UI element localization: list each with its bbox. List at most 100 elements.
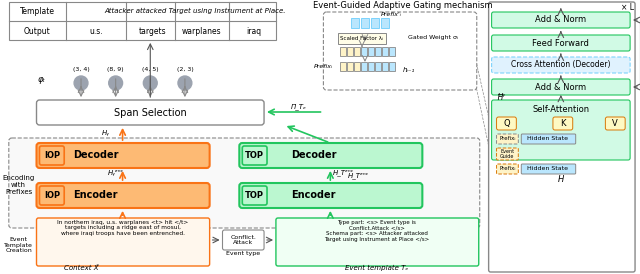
Text: K: K [560,119,566,128]
FancyBboxPatch shape [361,18,369,28]
FancyBboxPatch shape [371,18,379,28]
Circle shape [74,76,88,90]
Text: IOP: IOP [44,191,60,200]
FancyBboxPatch shape [605,117,625,130]
FancyBboxPatch shape [347,62,353,71]
Text: Template: Template [20,7,55,16]
Text: Attacker attacked Target using Instrument at Place.: Attacker attacked Target using Instrumen… [104,8,285,14]
FancyBboxPatch shape [381,18,388,28]
FancyBboxPatch shape [36,100,264,125]
FancyBboxPatch shape [351,18,359,28]
FancyBboxPatch shape [382,62,388,71]
FancyBboxPatch shape [497,117,516,130]
FancyBboxPatch shape [488,2,635,272]
Text: Encoder: Encoder [291,190,336,201]
Text: Gated Weight σᵢ: Gated Weight σᵢ [408,36,458,41]
Text: Add & Norm: Add & Norm [535,16,586,24]
Circle shape [178,76,192,90]
FancyBboxPatch shape [354,62,360,71]
FancyBboxPatch shape [340,47,346,56]
Text: H_Tᵉⁿᶜ: H_Tᵉⁿᶜ [333,170,354,176]
Text: Cross Attention (Decoder): Cross Attention (Decoder) [511,61,611,70]
Text: Event
Guide: Event Guide [500,149,515,159]
FancyBboxPatch shape [521,134,576,144]
Text: φₜ: φₜ [38,76,45,84]
FancyBboxPatch shape [492,35,630,51]
Text: Hidden State: Hidden State [527,136,568,141]
FancyBboxPatch shape [36,218,210,266]
Text: (4, 5): (4, 5) [142,67,159,73]
Text: In northern iraq, u.s. warplanes <t> hit </t>
targets including a ridge east of : In northern iraq, u.s. warplanes <t> hit… [57,220,188,236]
FancyBboxPatch shape [347,47,353,56]
FancyBboxPatch shape [276,218,479,266]
Text: Span Selection: Span Selection [114,107,187,118]
Text: Self-Attention: Self-Attention [532,105,589,115]
Circle shape [143,76,157,90]
Text: Π_Tₑ: Π_Tₑ [291,104,307,110]
Text: Output: Output [24,27,51,36]
Text: Prefixᵢ: Prefixᵢ [499,136,516,141]
FancyBboxPatch shape [492,12,630,28]
FancyBboxPatch shape [323,12,477,90]
FancyBboxPatch shape [340,62,346,71]
Text: Type part: <s> Event type is
Conflict.Attack </s>
Schema part: <s> Attacker atta: Type part: <s> Event type is Conflict.At… [324,220,429,242]
Text: Prefix'ᵢ: Prefix'ᵢ [381,13,402,18]
FancyBboxPatch shape [375,47,381,56]
Text: (2, 3): (2, 3) [177,67,193,73]
FancyBboxPatch shape [36,183,210,208]
Text: TOP: TOP [245,191,264,200]
Text: Decoder: Decoder [73,150,118,161]
FancyBboxPatch shape [497,134,518,144]
Text: Q: Q [503,119,509,128]
Text: Event-Guided Adaptive Gating mechanism: Event-Guided Adaptive Gating mechanism [313,1,492,10]
Text: Hᵧ: Hᵧ [102,130,109,136]
Text: Hidden State: Hidden State [527,167,568,172]
Text: Scaled Factor λᵢ: Scaled Factor λᵢ [340,36,383,41]
Text: H: H [557,176,564,184]
FancyBboxPatch shape [339,33,386,44]
Text: u.s.: u.s. [89,27,102,36]
Text: Event type: Event type [226,250,260,255]
Text: Prefixᵢ: Prefixᵢ [499,167,516,172]
Text: Event
Template
Creation: Event Template Creation [4,237,33,253]
Circle shape [109,76,123,90]
FancyBboxPatch shape [388,47,395,56]
FancyBboxPatch shape [354,47,360,56]
FancyBboxPatch shape [368,62,374,71]
Text: IOP: IOP [44,151,60,160]
FancyBboxPatch shape [368,47,374,56]
FancyBboxPatch shape [361,47,367,56]
Text: Feed Forward: Feed Forward [532,39,589,47]
FancyBboxPatch shape [382,47,388,56]
Text: Conflict.
Attack: Conflict. Attack [230,235,256,246]
FancyBboxPatch shape [497,148,518,160]
Text: H_Tᵉⁿᶜ: H_Tᵉⁿᶜ [348,173,369,179]
FancyBboxPatch shape [497,164,518,174]
FancyBboxPatch shape [388,62,395,71]
FancyBboxPatch shape [239,183,422,208]
Text: TOP: TOP [245,151,264,160]
Text: Context X̃: Context X̃ [64,265,99,271]
FancyBboxPatch shape [223,230,264,250]
Text: targets: targets [138,27,166,36]
Text: hᵢ₋₁: hᵢ₋₁ [403,67,415,73]
FancyBboxPatch shape [36,143,210,168]
FancyBboxPatch shape [553,117,573,130]
Text: (8, 9): (8, 9) [108,67,124,73]
Text: Add & Norm: Add & Norm [535,82,586,92]
FancyBboxPatch shape [375,62,381,71]
FancyBboxPatch shape [492,79,630,95]
Text: × L: × L [621,4,634,13]
Text: Decoder: Decoder [291,150,336,161]
FancyBboxPatch shape [9,138,480,228]
FancyBboxPatch shape [361,62,367,71]
Text: Encoder: Encoder [74,190,118,201]
FancyBboxPatch shape [521,164,576,174]
Text: Prefixᵢ: Prefixᵢ [314,64,333,70]
Text: iraq: iraq [246,27,262,36]
Text: V: V [612,119,618,128]
FancyBboxPatch shape [243,146,267,165]
FancyBboxPatch shape [243,186,267,205]
Text: warplanes: warplanes [182,27,221,36]
FancyBboxPatch shape [40,146,64,165]
